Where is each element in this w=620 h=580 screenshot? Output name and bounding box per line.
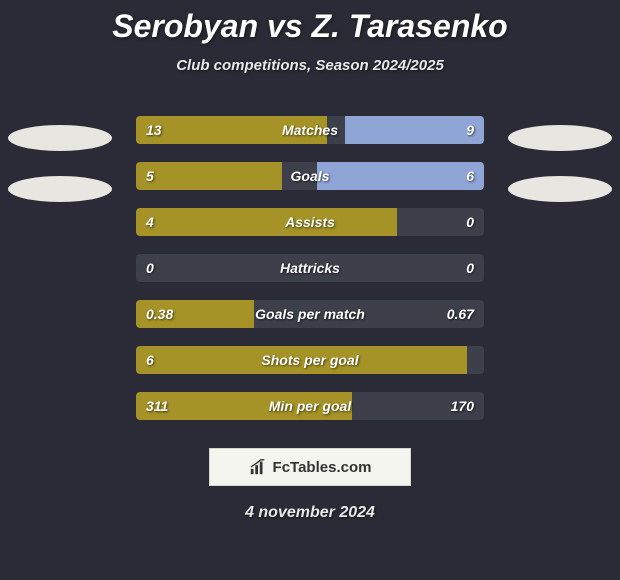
team-badge-left-1 [8,125,112,151]
date-label: 4 november 2024 [0,504,620,522]
stat-value-right: 0 [466,208,474,236]
stat-value-left: 0.38 [146,300,173,328]
stat-label: Goals [136,162,484,190]
stat-row: Goals per match0.38 0.67 [136,300,484,328]
stat-value-right: 0 [466,254,474,282]
stat-value-right: 6 [466,162,474,190]
stat-label: Goals per match [136,300,484,328]
stat-label: Hattricks [136,254,484,282]
stat-row: Shots per goal6 [136,346,484,374]
team-badge-right-1 [508,125,612,151]
stat-label: Matches [136,116,484,144]
stat-row: Goals5 6 [136,162,484,190]
stats-container: Matches139Goals56Assists40Hattricks00Goa… [136,116,484,420]
stat-row: Matches13 9 [136,116,484,144]
team-badge-left-2 [8,176,112,202]
stat-value-left: 5 [146,162,154,190]
stat-value-left: 311 [146,392,168,420]
stat-label: Assists [136,208,484,236]
source-badge: FcTables.com [209,448,411,486]
stat-label: Shots per goal [136,346,484,374]
left-badges [8,125,112,202]
stat-value-right: 0.67 [447,300,474,328]
right-badges [508,125,612,202]
stat-value-left: 13 [146,116,162,144]
stat-value-right: 170 [451,392,474,420]
subtitle: Club competitions, Season 2024/2025 [0,57,620,74]
stat-row: Min per goal311 170 [136,392,484,420]
page-title: Serobyan vs Z. Tarasenko [0,0,620,45]
chart-icon [249,458,267,476]
stat-row: Hattricks0 0 [136,254,484,282]
stat-value-left: 4 [146,208,154,236]
stat-label: Min per goal [136,392,484,420]
team-badge-right-2 [508,176,612,202]
stat-value-left: 6 [146,346,154,374]
stat-value-right: 9 [466,116,474,144]
badge-text: FcTables.com [273,459,372,476]
stat-row: Assists4 0 [136,208,484,236]
stat-value-left: 0 [146,254,154,282]
